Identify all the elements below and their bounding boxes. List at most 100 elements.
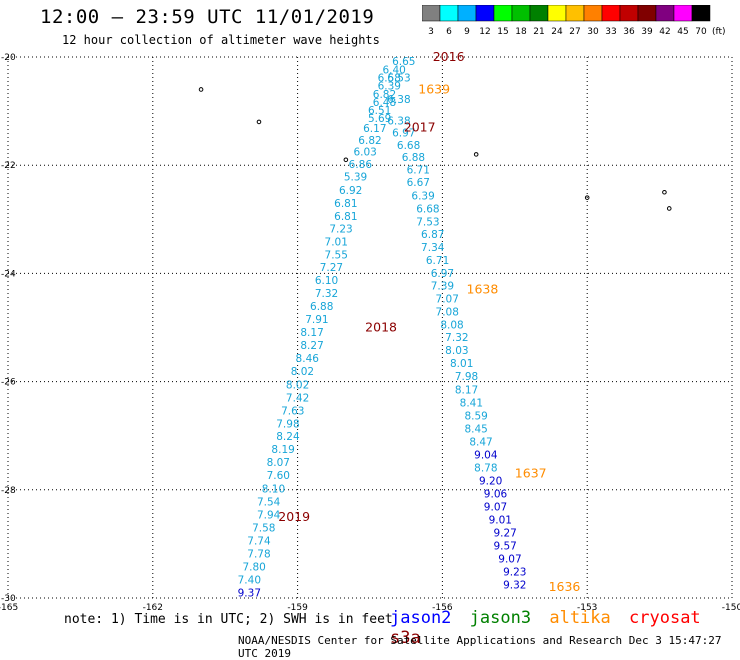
colorbar-unit-label: (ft) — [712, 27, 726, 37]
satellite-label-cryosat: cryosat — [629, 608, 701, 628]
y-tick-label: -20 — [1, 53, 16, 63]
wave-height-label: 7.23 — [329, 223, 352, 235]
colorbar-tick-label: 18 — [515, 27, 527, 37]
wave-height-label: 6.39 — [411, 190, 434, 202]
colorbar-tick-label: 70 — [695, 27, 707, 37]
wave-height-label: 5.69 — [368, 113, 391, 125]
y-tick-label: -26 — [1, 378, 16, 388]
wave-height-label: 7.08 — [436, 306, 459, 318]
x-tick-label: -159 — [287, 603, 308, 612]
island-marker — [256, 119, 262, 125]
wave-height-label: 6.97 — [431, 268, 454, 280]
wave-height-label: 7.01 — [325, 236, 348, 248]
x-tick-label: -162 — [143, 603, 163, 612]
x-tick-label: -153 — [577, 603, 597, 612]
wave-height-label: 8.46 — [296, 353, 320, 365]
wave-height-label: 6.82 — [358, 135, 381, 147]
y-tick-label: -22 — [1, 161, 16, 171]
wave-height-label: 8.07 — [267, 457, 290, 469]
colorbar-tick-label: 24 — [551, 27, 563, 37]
wave-height-label: 7.58 — [252, 523, 275, 535]
wave-height-label: 7.32 — [445, 332, 468, 344]
satellite-label-altika: altika — [549, 608, 611, 628]
wave-height-label: 8.59 — [464, 411, 487, 423]
wave-height-label: 7.27 — [320, 262, 343, 274]
wave-height-label: 8.02 — [291, 366, 314, 378]
wave-height-label: 7.63 — [281, 405, 304, 417]
x-tick-label: -165 — [0, 603, 18, 612]
colorbar-swatch — [691, 5, 711, 22]
wave-height-label: 9.06 — [484, 489, 508, 501]
y-tick-label: -30 — [1, 594, 16, 604]
wave-height-label: 9.57 — [493, 541, 516, 553]
colorbar-legend: 3 6 9 12 15 18 21 24 27 30 33 36 39 42 45 70 (ft) — [422, 5, 726, 37]
wave-height-label: 8.01 — [450, 358, 473, 370]
wave-height-label: 6.97 — [392, 128, 415, 140]
wave-height-label: 6.81 — [334, 198, 357, 210]
wave-height-label: 6.87 — [421, 229, 444, 241]
colorbar-tick-label: 45 — [677, 27, 688, 37]
wave-height-label: 9.27 — [493, 528, 516, 540]
wave-height-label: 7.74 — [247, 536, 271, 548]
island-marker — [662, 189, 667, 195]
y-tick-label: -28 — [1, 486, 16, 496]
wave-height-label: 6.51 — [368, 105, 391, 117]
wave-height-label: 7.32 — [315, 288, 338, 300]
pass-time-label: 1637 — [515, 466, 547, 481]
wave-height-label: 8.03 — [445, 345, 468, 357]
satellite-legend: jason2 jason3 altika cryosat s3a — [390, 608, 740, 648]
colorbar-tick-label: 15 — [497, 27, 508, 37]
wave-height-label: 9.04 — [474, 450, 498, 462]
note-text: note: 1) Time is in UTC; 2) SWH is in fe… — [64, 612, 393, 627]
wave-height-label: 6.53 — [387, 73, 410, 85]
x-tick-label: -150 — [722, 603, 740, 612]
wave-height-label: 8.19 — [271, 444, 294, 456]
wave-height-label: 8.17 — [455, 385, 478, 397]
wave-height-label: 9.23 — [503, 566, 526, 578]
wave-height-label: 8.47 — [469, 437, 492, 449]
wave-height-label: 8.45 — [464, 424, 487, 436]
plot-area: -165 -162 -159 -156 -153 -150 -20 -22 -24 -26 -28 -… — [0, 49, 740, 612]
pass-time-label: 1636 — [549, 579, 581, 594]
x-tick-label: -156 — [432, 603, 453, 612]
wave-height-label: 7.39 — [431, 280, 454, 292]
wave-height-label: 6.82 — [373, 89, 396, 101]
wave-height-label: 6.65 — [392, 56, 415, 68]
colorbar-tick-label: 42 — [659, 27, 670, 37]
wave-height-label: 6.38 — [387, 94, 410, 106]
wave-height-label: 9.20 — [479, 476, 502, 488]
wave-height-label: 9.01 — [489, 515, 512, 527]
wave-height-label: 8.78 — [474, 463, 497, 475]
colorbar-tick-label: 9 — [464, 27, 470, 37]
chart-subtitle: 12 hour collection of altimeter wave hei… — [62, 33, 380, 47]
wave-height-label: 8.24 — [276, 431, 300, 443]
wave-height-label: 9.32 — [503, 579, 526, 591]
wave-height-label: 7.98 — [455, 371, 478, 383]
wave-height-label: 9.07 — [498, 554, 521, 566]
island-marker — [666, 206, 672, 211]
wave-height-label: 7.53 — [416, 216, 439, 228]
wave-height-label: 6.67 — [407, 177, 430, 189]
wave-height-label: 7.54 — [257, 497, 281, 509]
wave-height-label: 6.86 — [349, 159, 373, 171]
colorbar-tick-label: 27 — [569, 27, 580, 37]
wave-height-label: 6.03 — [353, 147, 376, 159]
wave-height-label: 7.80 — [242, 562, 265, 574]
pass-time-label: 2019 — [278, 509, 310, 524]
colorbar-tick-label: 12 — [479, 27, 490, 37]
colorbar-tick-label: 33 — [605, 27, 616, 37]
wave-height-label: 7.55 — [325, 249, 348, 261]
wave-height-label: 6.39 — [378, 81, 401, 93]
wave-height-label: 6.92 — [339, 185, 362, 197]
wave-height-label: 6.10 — [315, 275, 338, 287]
chart-title: 12:00 – 23:59 UTC 11/01/2019 — [40, 6, 375, 28]
y-tick-label: -24 — [1, 269, 16, 279]
colorbar-tick-label: 21 — [533, 27, 544, 37]
colorbar-tick-label: 36 — [623, 27, 635, 37]
credit-text: NOAA/NESDIS Center for Satellite Applica… — [238, 634, 722, 660]
wave-height-label: 7.91 — [305, 314, 328, 326]
wave-height-label: 7.60 — [267, 470, 290, 482]
wave-height-label: 8.08 — [440, 319, 463, 331]
wave-height-label: 6.81 — [334, 211, 357, 223]
wave-height-label: 8.02 — [286, 379, 309, 391]
